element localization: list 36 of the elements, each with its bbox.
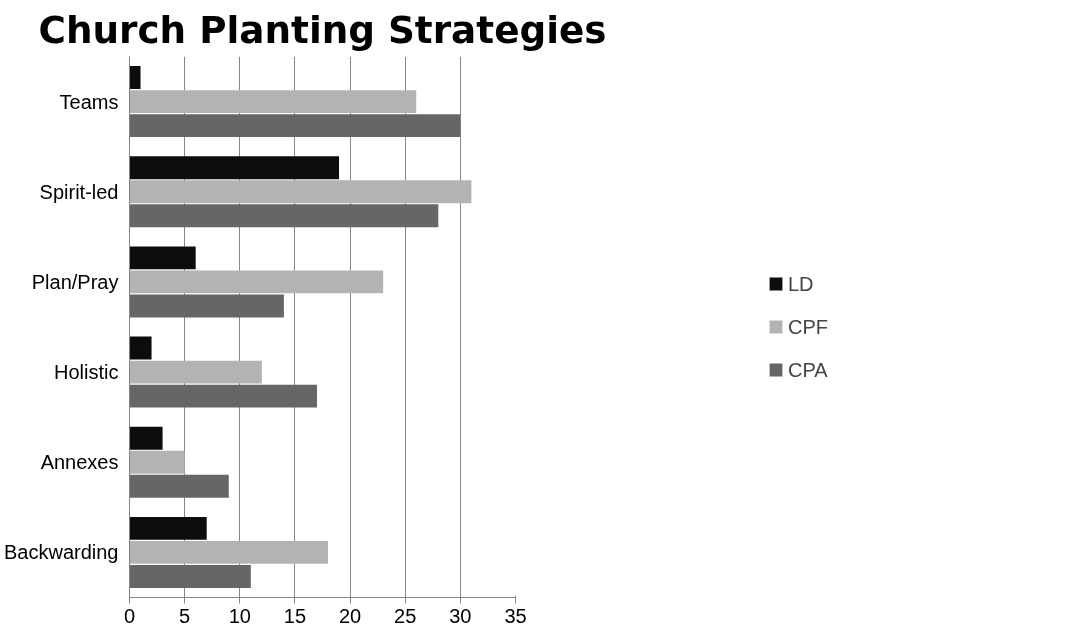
x-tick-label: 10 (228, 604, 251, 627)
y-tick-label: Backwarding (4, 541, 119, 564)
bar (129, 204, 439, 228)
x-tick-label: 15 (283, 604, 307, 627)
x-tick-label: 5 (179, 604, 191, 627)
chart-title: Church Planting Strategies (38, 7, 607, 52)
x-tick-label: 25 (394, 604, 417, 627)
bar (129, 270, 384, 294)
bar (129, 565, 251, 588)
bar (129, 156, 340, 180)
y-tick-label: Annexes (40, 451, 119, 474)
bar (129, 384, 317, 408)
bar (129, 426, 163, 450)
x-tick-label: 20 (338, 604, 362, 627)
y-tick-label: Spirit-led (39, 180, 119, 203)
x-tick-label: 30 (449, 604, 472, 627)
legend-label: CPA (788, 358, 828, 381)
bar (129, 66, 141, 89)
bar (129, 474, 229, 498)
legend-label: LD (788, 272, 814, 295)
bar (129, 541, 329, 564)
bar (129, 180, 472, 204)
bar (129, 114, 461, 138)
bar (129, 450, 185, 474)
bar (129, 336, 152, 360)
y-tick-label: Holistic (54, 361, 119, 384)
bar (129, 294, 284, 318)
x-tick-label: 35 (504, 604, 527, 627)
bar (129, 90, 417, 113)
bar (129, 360, 262, 384)
y-tick-label: Plan/Pray (31, 270, 119, 293)
x-tick-label: 0 (123, 604, 136, 627)
bar (129, 246, 196, 270)
bar (129, 516, 207, 540)
y-tick-label: Teams (59, 90, 119, 113)
legend-label: CPF (788, 315, 828, 338)
